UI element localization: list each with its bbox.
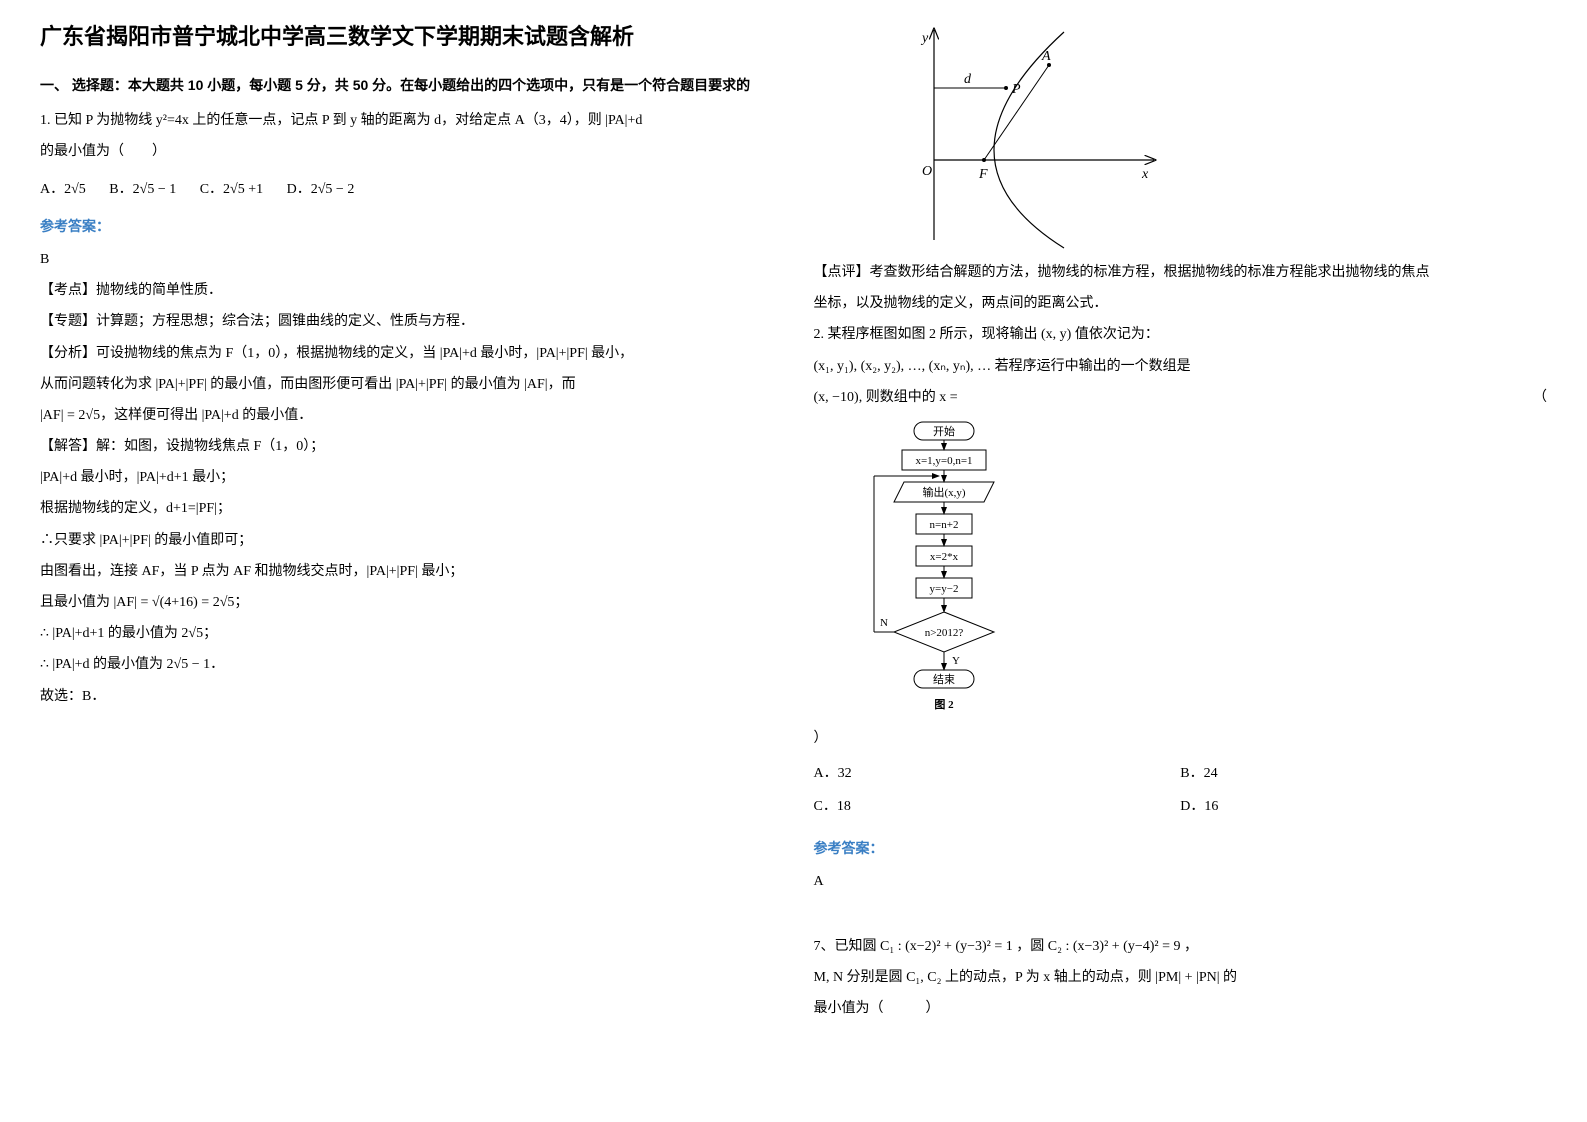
fc-cond: n>2012?	[924, 627, 963, 639]
fc-n: n=n+2	[929, 519, 958, 531]
q2-seq: (x₁, y₁), (x₂, y₂), …, (xₙ, yₙ), … 若程序运行…	[814, 354, 1548, 379]
q1-options: A．2√5 B．2√5 − 1 C．2√5 +1 D．2√5 − 2	[40, 177, 774, 202]
q1-ex10: 由图看出，连接 AF，当 P 点为 AF 和抛物线交点时，|PA|+|PF| 最…	[40, 559, 774, 584]
q2-stem2: 若程序运行中输出的一个数组是	[995, 359, 1191, 374]
q1-opt-d: D．2√5 − 2	[287, 182, 355, 197]
section-heading: 一、 选择题：本大题共 10 小题，每小题 5 分，共 50 分。在每小题给出的…	[40, 73, 774, 98]
fc-out: 输出(x,y)	[922, 485, 965, 499]
fc-init: x=1,y=0,n=1	[915, 455, 972, 467]
q1-ex3: 【分析】可设抛物线的焦点为 F（1，0），根据抛物线的定义，当 |PA|+d 最…	[40, 341, 774, 366]
fc-Y: Y	[952, 655, 960, 667]
q1-ex6: 【解答】解：如图，设抛物线焦点 F（1，0）；	[40, 434, 774, 459]
q7-s2e: 的	[1223, 970, 1237, 985]
page-title: 广东省揭阳市普宁城北中学高三数学文下学期期末试题含解析	[40, 20, 774, 53]
q7-s1d: C₂ : (x−3)² + (y−4)² = 9	[1048, 939, 1181, 954]
q1-ex7: |PA|+d 最小时，|PA|+d+1 最小；	[40, 465, 774, 490]
q2-answer: A	[814, 869, 1548, 894]
q1-ex11: 且最小值为 |AF| = √(4+16) = 2√5；	[40, 590, 774, 615]
q2-answer-label: 参考答案：	[814, 836, 1548, 861]
q1-ex13: ∴ |PA|+d 的最小值为 2√5 − 1．	[40, 652, 774, 677]
q2-seq-text: (x₁, y₁), (x₂, y₂), …, (xₙ, yₙ), …	[814, 359, 992, 374]
q7-s1e: ，	[1184, 939, 1198, 954]
fc-figlabel: 图 2	[934, 698, 954, 711]
q2-opt-d: D．16	[1180, 794, 1547, 819]
fc-start: 开始	[933, 424, 955, 438]
q1-ex14: 故选：B．	[40, 684, 774, 709]
q2-stem-line1: 2. 某程序框图如图 2 所示，现将输出 (x, y) 值依次记为：	[814, 322, 1548, 347]
q1-ex4: 从而问题转化为求 |PA|+|PF| 的最小值，而由图形便可看出 |PA|+|P…	[40, 372, 774, 397]
fc-end: 结束	[933, 673, 955, 686]
q2-paren-open: （	[1533, 385, 1547, 410]
q7-block: 7、已知圆 C₁ : (x−2)² + (y−3)² = 1 ，圆 C₂ : (…	[814, 934, 1548, 1022]
q1-ex2: 【专题】计算题；方程思想；综合法；圆锥曲线的定义、性质与方程．	[40, 309, 774, 334]
fig-P-label: P	[1011, 82, 1021, 97]
q7-s2c: 上的动点，P 为 x 轴上的动点，则	[945, 970, 1152, 985]
comment-line2: 坐标，以及抛物线的定义，两点间的距离公式．	[814, 291, 1548, 316]
q1-ex9: ∴只要求 |PA|+|PF| 的最小值即可；	[40, 528, 774, 553]
q7-s1c: ，圆	[1016, 939, 1044, 954]
q7-stem-line3: 最小值为（ ）	[814, 996, 1548, 1021]
q7-s1b: C₁ : (x−2)² + (y−3)² = 1	[880, 939, 1013, 954]
q2-options: A．32 B．24 C．18 D．16	[814, 757, 1548, 823]
q7-s2b: C₁, C₂	[906, 970, 941, 985]
q1-ex1: 【考点】抛物线的简单性质．	[40, 278, 774, 303]
right-column: O F x y A P d 【点评】考查数形结合解题的方法，抛物线的标准方程，根…	[814, 20, 1548, 1027]
q2-opt-b: B．24	[1180, 761, 1547, 786]
q7-s2d: |PM| + |PN|	[1155, 970, 1219, 985]
q1-opt-a: A．2√5	[40, 182, 86, 197]
q2-paren-close: ）	[814, 726, 1548, 751]
fig-y-label: y	[920, 31, 929, 46]
fc-y: y=y−2	[929, 583, 958, 595]
parabola-figure: O F x y A P d	[874, 20, 1174, 250]
q1-stem-line2: 的最小值为（ ）	[40, 139, 774, 164]
q1-ex5: |AF| = 2√5，这样便可得出 |PA|+d 的最小值．	[40, 403, 774, 428]
fig-O-label: O	[922, 164, 932, 179]
comment-line1: 【点评】考查数形结合解题的方法，抛物线的标准方程，根据抛物线的标准方程能求出抛物…	[814, 260, 1548, 285]
q1-opt-b: B．2√5 − 1	[109, 182, 176, 197]
q7-stem-line2: M, N 分别是圆 C₁, C₂ 上的动点，P 为 x 轴上的动点，则 |PM|…	[814, 965, 1548, 990]
q1-ex12: ∴ |PA|+d+1 的最小值为 2√5；	[40, 621, 774, 646]
q1-answer: B	[40, 247, 774, 272]
q2-stem-line3: (x, −10), 则数组中的 x = （	[814, 385, 1548, 410]
q1-ex8: 根据抛物线的定义，d+1=|PF|；	[40, 496, 774, 521]
flowchart-figure: 开始 x=1,y=0,n=1 输出(x,y) n=n+2 x=2*x	[844, 420, 1044, 720]
answer-label: 参考答案：	[40, 214, 774, 239]
fc-x: x=2*x	[929, 551, 958, 563]
fig-F-label: F	[978, 167, 988, 182]
q2-opt-c: C．18	[814, 794, 1181, 819]
q1-opt-c: C．2√5 +1	[200, 182, 263, 197]
q1-stem-line1: 1. 已知 P 为抛物线 y²=4x 上的任意一点，记点 P 到 y 轴的距离为…	[40, 108, 774, 133]
q7-s2a: M, N 分别是圆	[814, 970, 903, 985]
q2-opt-a: A．32	[814, 761, 1181, 786]
fig-x-label: x	[1141, 167, 1149, 182]
fig-d-label: d	[964, 72, 972, 87]
left-column: 广东省揭阳市普宁城北中学高三数学文下学期期末试题含解析 一、 选择题：本大题共 …	[40, 20, 774, 1027]
q7-s1a: 7、已知圆	[814, 939, 877, 954]
q2-stem3: (x, −10), 则数组中的 x =	[814, 390, 958, 405]
q7-stem-line1: 7、已知圆 C₁ : (x−2)² + (y−3)² = 1 ，圆 C₂ : (…	[814, 934, 1548, 959]
fig-A-label: A	[1041, 49, 1051, 64]
fc-N: N	[880, 617, 888, 629]
